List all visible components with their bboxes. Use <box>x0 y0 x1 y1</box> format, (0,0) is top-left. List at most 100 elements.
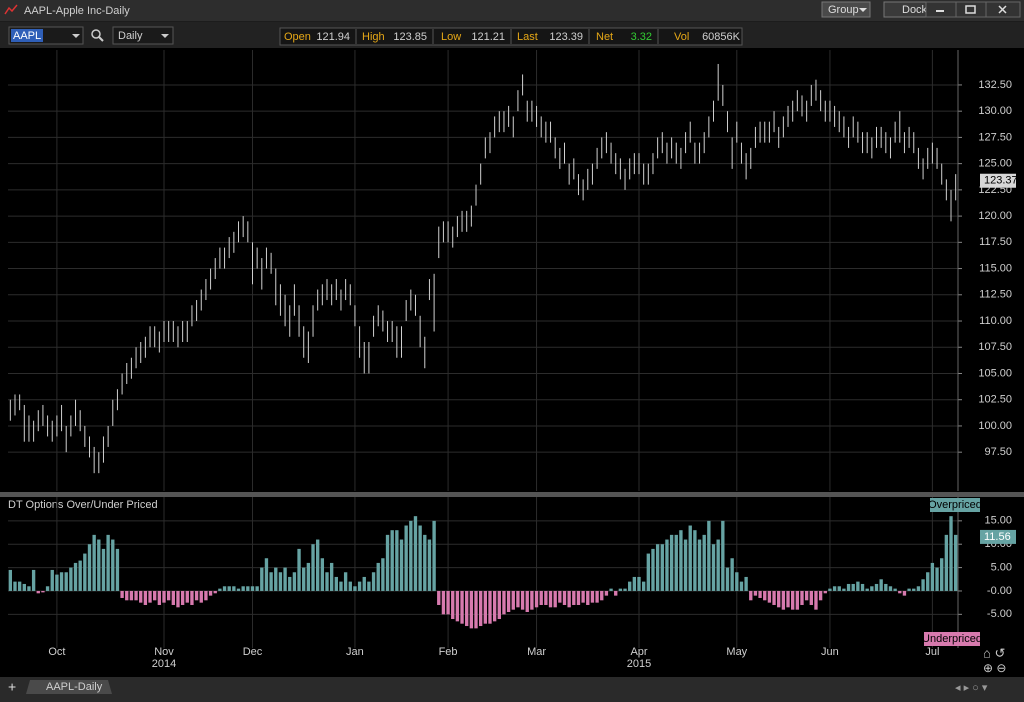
histogram-bar <box>17 581 22 591</box>
zoom-icons[interactable]: ⊕ ⊖ <box>983 661 1006 675</box>
histogram-bar <box>558 590 562 603</box>
dropdown-arrow <box>859 8 867 12</box>
histogram-bar <box>148 590 152 603</box>
histogram-bar <box>36 590 40 594</box>
histogram-bar <box>409 520 413 591</box>
histogram-bar <box>539 590 543 605</box>
histogram-bar <box>637 576 641 591</box>
histogram-bar <box>530 590 534 610</box>
histogram-bar <box>809 590 813 605</box>
histogram-bar <box>41 590 45 593</box>
histogram-bar <box>674 534 678 591</box>
histogram-bar <box>944 534 949 591</box>
histogram-bar <box>78 560 82 591</box>
histogram-bar <box>609 588 613 591</box>
histogram-bar <box>888 586 893 591</box>
histogram-bar <box>190 590 194 605</box>
histogram-bar <box>711 544 716 591</box>
histogram-bar <box>669 534 674 591</box>
histogram-bar <box>604 590 609 596</box>
symbol-highlight <box>11 29 43 42</box>
tab[interactable] <box>26 680 112 694</box>
histogram-bar <box>679 530 683 591</box>
minimize-button[interactable] <box>925 1 957 18</box>
histogram-bar <box>492 590 497 622</box>
y-tick-label: 120.00 <box>978 210 1012 222</box>
histogram-bar <box>744 576 748 591</box>
histogram-bar <box>460 590 464 624</box>
histogram-bar <box>329 562 334 591</box>
group-button[interactable] <box>821 1 871 18</box>
x-tick-label: Nov <box>154 646 174 658</box>
dock-button-label[interactable]: Dock <box>902 4 928 16</box>
histogram-bar <box>478 590 483 627</box>
histogram-bar <box>232 586 236 591</box>
period[interactable]: Daily <box>118 30 143 42</box>
underpriced-flag <box>924 632 980 646</box>
histogram-bar <box>106 534 110 591</box>
x-tick-label: Dec <box>243 646 263 658</box>
histogram-bar <box>115 548 120 591</box>
histogram-bar <box>567 590 571 608</box>
histogram-bar <box>930 562 935 591</box>
tab-label[interactable]: AAPL-Daily <box>46 681 103 693</box>
histogram-bar <box>55 574 59 591</box>
symbol[interactable]: AAPL <box>13 30 41 42</box>
histogram-bar <box>735 572 739 591</box>
histogram-bar <box>544 590 548 605</box>
add-tab[interactable]: + <box>8 679 16 695</box>
y-tick-label: 110.00 <box>979 315 1012 327</box>
histogram-bar <box>581 590 585 603</box>
home-icon[interactable]: ⌂ ↺ <box>983 645 1005 660</box>
y-tick-label: 112.50 <box>979 289 1012 301</box>
y-tick-label: 100.00 <box>978 420 1012 432</box>
histogram-bar <box>600 590 604 601</box>
y-tick-label: 130.00 <box>978 105 1012 117</box>
x-tick-label: Mar <box>527 646 546 658</box>
histogram-bar <box>334 576 338 591</box>
histogram-bar <box>525 590 529 613</box>
histogram-bar <box>721 520 725 591</box>
histogram-bar <box>120 590 124 598</box>
search-icon[interactable] <box>91 29 101 39</box>
histogram-bar <box>27 586 31 591</box>
histogram-bar <box>497 590 501 620</box>
year-label: 2014 <box>152 658 176 670</box>
group-button-label[interactable]: Group <box>828 4 859 16</box>
histogram-bar <box>111 539 115 591</box>
year-label: 2015 <box>627 658 651 670</box>
histogram-bar <box>842 588 846 591</box>
tab-nav[interactable]: ◂ ▸ ○ ▾ <box>955 682 988 694</box>
histogram-bar <box>101 548 106 591</box>
period-box[interactable] <box>112 26 174 45</box>
histogram-bar <box>399 539 404 591</box>
histogram-bar <box>553 590 557 608</box>
histogram-bar <box>357 581 362 591</box>
histogram-bar <box>926 572 930 591</box>
histogram-bar <box>236 588 241 591</box>
histogram-bar <box>916 586 921 591</box>
histogram-bar <box>837 586 841 591</box>
histogram-bar <box>362 576 366 591</box>
histogram-bar <box>185 590 189 603</box>
last-value-label: 11.56 <box>984 531 1011 543</box>
histogram-bar <box>371 572 376 591</box>
histogram-bar <box>274 567 278 591</box>
histogram-bar <box>283 567 287 591</box>
maximize-button[interactable] <box>955 1 987 18</box>
histogram-bar <box>413 516 418 591</box>
panel-divider <box>0 492 1024 497</box>
histogram-bar <box>641 581 646 591</box>
histogram-bar <box>818 590 823 601</box>
histogram-bar <box>50 569 54 591</box>
histogram-bar <box>339 581 343 591</box>
histogram-bar <box>353 586 357 591</box>
histogram-bar <box>716 539 720 591</box>
histogram-bar <box>907 588 911 591</box>
histogram-bar <box>13 581 17 591</box>
x-tick-label: Feb <box>439 646 458 658</box>
histogram-bar <box>898 590 902 594</box>
maximize-icon <box>965 5 976 14</box>
histogram-bar <box>31 569 36 591</box>
histogram-bar <box>753 590 758 596</box>
